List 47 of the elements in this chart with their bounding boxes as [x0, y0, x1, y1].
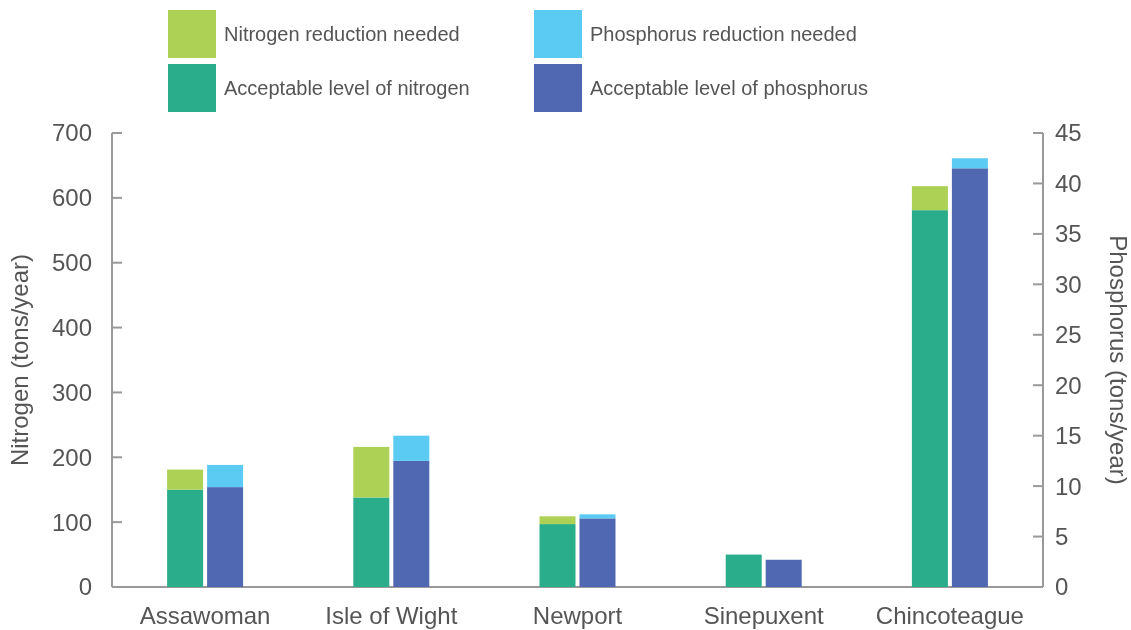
x-tick-label: Chincoteague	[875, 602, 1024, 629]
y2-axis-title: Phosphorus (tons/year)	[1105, 235, 1131, 485]
bar	[207, 464, 244, 488]
y2-tick-label: 15	[1055, 422, 1082, 450]
bar	[911, 210, 948, 587]
x-tick-label: Sinepuxent	[703, 602, 825, 629]
y2-tick-label: 30	[1055, 270, 1082, 298]
bar	[911, 186, 948, 211]
y-tick-label: 500	[51, 249, 92, 277]
y-tick-label: 700	[51, 119, 92, 147]
bar	[951, 158, 988, 169]
legend-label: Acceptable level of phosphorus	[590, 77, 868, 99]
legend-label: Nitrogen reduction needed	[224, 23, 460, 45]
legend-label: Acceptable level of nitrogen	[224, 77, 470, 99]
y2-tick-label: 45	[1055, 119, 1082, 147]
y-tick-label: 300	[51, 378, 92, 406]
y-tick-label: 400	[51, 313, 92, 341]
y2-tick-label: 25	[1055, 321, 1082, 349]
y-tick-label: 0	[78, 573, 92, 601]
y2-tick-label: 35	[1055, 220, 1082, 248]
bar	[539, 524, 576, 587]
bar	[393, 460, 430, 587]
bar	[951, 168, 988, 587]
bar	[579, 518, 616, 587]
y2-tick-label: 10	[1055, 472, 1082, 500]
legend-label: Phosphorus reduction needed	[590, 23, 857, 45]
bar	[765, 559, 802, 587]
x-tick-label: Isle of Wight	[325, 602, 458, 629]
bar	[353, 446, 390, 498]
bar	[353, 497, 390, 587]
y2-tick-label: 20	[1055, 371, 1082, 399]
x-tick-label: Newport	[532, 602, 623, 629]
bar	[167, 489, 204, 587]
y-tick-label: 200	[51, 443, 92, 471]
y2-tick-label: 40	[1055, 169, 1082, 197]
bar	[579, 514, 616, 519]
bar	[725, 554, 762, 587]
y2-tick-label: 5	[1055, 522, 1069, 550]
y-tick-label: 100	[51, 508, 92, 536]
y2-tick-label: 0	[1055, 573, 1069, 601]
x-tick-label: Assawoman	[139, 602, 271, 629]
bar	[393, 435, 430, 461]
bar	[207, 487, 244, 587]
y-tick-label: 600	[51, 184, 92, 212]
bar	[167, 469, 204, 490]
y-axis-title: Nitrogen (tons/year)	[6, 253, 33, 467]
bar	[539, 516, 576, 525]
